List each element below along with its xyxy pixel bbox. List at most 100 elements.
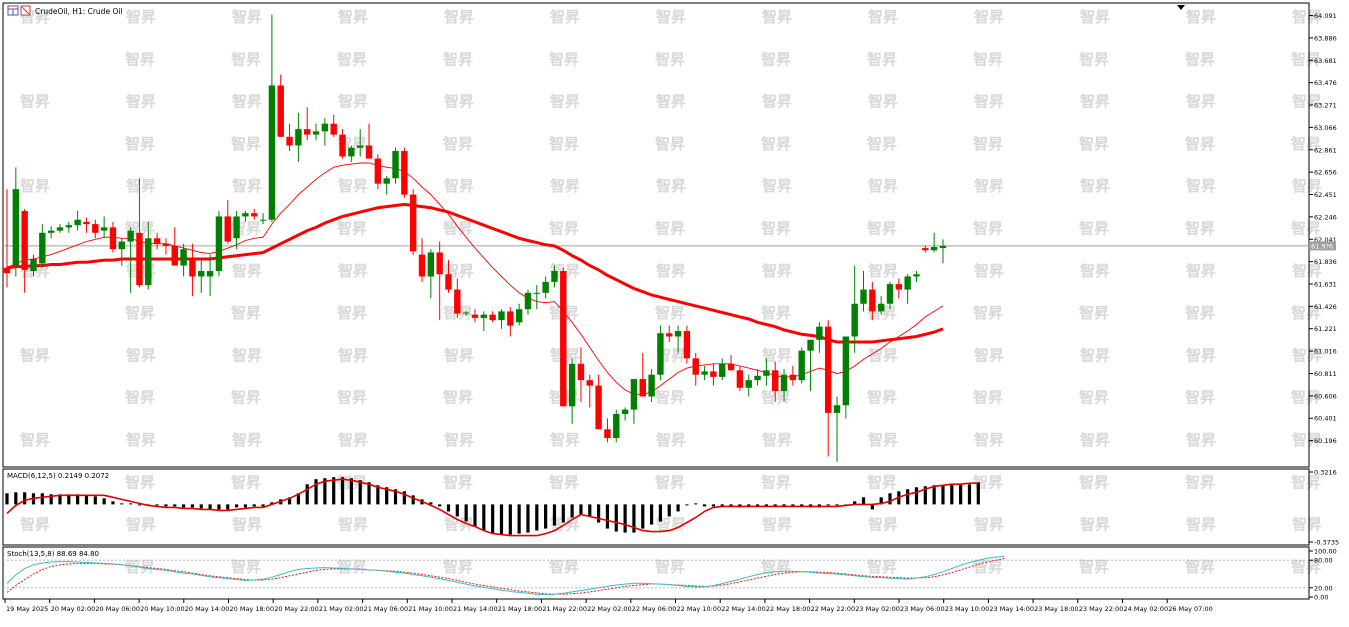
candle[interactable] — [701, 365, 708, 381]
candle[interactable] — [533, 285, 540, 310]
candle[interactable] — [321, 118, 329, 146]
candle[interactable] — [727, 355, 735, 371]
candle[interactable] — [745, 374, 752, 397]
candle[interactable] — [604, 418, 611, 443]
candle[interactable] — [719, 358, 726, 381]
stochastic-panel[interactable] — [2, 546, 1310, 600]
candle[interactable] — [56, 224, 64, 233]
chart-shift-marker[interactable] — [1177, 5, 1185, 10]
candle[interactable] — [798, 347, 805, 384]
candle[interactable] — [365, 123, 373, 159]
candle[interactable] — [427, 249, 435, 299]
candle[interactable] — [30, 254, 37, 277]
candle[interactable] — [92, 219, 99, 239]
candle[interactable] — [100, 216, 108, 239]
candle[interactable] — [542, 276, 549, 299]
candle[interactable] — [833, 396, 841, 462]
candle[interactable] — [666, 325, 673, 342]
candle[interactable] — [780, 369, 788, 402]
candle[interactable] — [215, 210, 223, 277]
candle[interactable] — [869, 281, 876, 321]
candle[interactable] — [83, 217, 90, 233]
candle[interactable] — [692, 352, 699, 386]
candle[interactable] — [763, 358, 770, 386]
candle[interactable] — [577, 347, 585, 402]
candle[interactable] — [268, 14, 276, 222]
candle[interactable] — [189, 243, 196, 297]
candle[interactable] — [772, 361, 779, 402]
candle[interactable] — [47, 226, 55, 239]
candle[interactable] — [21, 208, 28, 293]
candle[interactable] — [206, 254, 214, 297]
candle[interactable] — [401, 147, 408, 198]
candle[interactable] — [621, 407, 629, 421]
candle[interactable] — [568, 358, 576, 424]
candle[interactable] — [560, 267, 567, 407]
candle[interactable] — [392, 147, 399, 184]
main-chart-panel[interactable] — [2, 2, 1310, 468]
candle[interactable] — [339, 129, 346, 159]
candle[interactable] — [595, 374, 602, 430]
candle[interactable] — [109, 221, 117, 253]
candle[interactable] — [74, 210, 81, 231]
candle[interactable] — [895, 278, 903, 299]
candle[interactable] — [754, 369, 761, 386]
candle[interactable] — [613, 409, 620, 443]
candle[interactable] — [807, 339, 814, 392]
candle[interactable] — [630, 379, 638, 424]
candle[interactable] — [445, 260, 452, 293]
candle[interactable] — [939, 239, 947, 264]
candle[interactable] — [683, 325, 691, 364]
candle[interactable] — [171, 227, 178, 266]
candle[interactable] — [524, 289, 532, 315]
candle[interactable] — [330, 114, 337, 137]
candle[interactable] — [480, 311, 488, 332]
candle[interactable] — [674, 325, 682, 353]
candle[interactable] — [789, 365, 797, 386]
candle[interactable] — [551, 265, 558, 288]
candle[interactable] — [383, 176, 390, 195]
candle[interactable] — [295, 112, 302, 162]
candle[interactable] — [498, 309, 505, 329]
candle[interactable] — [39, 224, 46, 268]
candle[interactable] — [251, 208, 258, 220]
candle[interactable] — [145, 221, 152, 290]
candle[interactable] — [824, 320, 832, 457]
candle[interactable] — [286, 123, 293, 151]
candle[interactable] — [507, 307, 514, 337]
candle[interactable] — [233, 210, 240, 250]
candle[interactable] — [639, 352, 646, 397]
candle[interactable] — [12, 167, 20, 277]
candle[interactable] — [648, 369, 655, 402]
candle[interactable] — [259, 213, 267, 225]
candle[interactable] — [65, 221, 73, 233]
candle[interactable] — [198, 259, 205, 293]
candle[interactable] — [904, 274, 911, 304]
candle[interactable] — [312, 123, 320, 141]
candle[interactable] — [277, 74, 284, 137]
candle[interactable] — [3, 189, 11, 288]
candle[interactable] — [877, 296, 885, 315]
candle[interactable] — [180, 243, 187, 277]
candle[interactable] — [118, 238, 125, 266]
candle[interactable] — [586, 374, 593, 408]
candle[interactable] — [304, 107, 311, 141]
candle[interactable] — [913, 271, 920, 282]
candle[interactable] — [127, 227, 134, 293]
candle[interactable] — [922, 245, 929, 253]
candle[interactable] — [657, 325, 664, 381]
candle[interactable] — [710, 363, 717, 386]
candle[interactable] — [242, 210, 249, 222]
candle[interactable] — [153, 232, 161, 250]
candle[interactable] — [374, 154, 382, 190]
candle[interactable] — [816, 322, 823, 353]
candle[interactable] — [842, 336, 850, 419]
candle[interactable] — [418, 238, 426, 282]
candle[interactable] — [162, 238, 170, 255]
candle[interactable] — [348, 145, 355, 162]
candle[interactable] — [851, 265, 858, 353]
candle[interactable] — [224, 200, 231, 244]
candle[interactable] — [454, 278, 461, 318]
candle[interactable] — [357, 129, 364, 157]
macd-panel[interactable] — [2, 468, 1310, 546]
